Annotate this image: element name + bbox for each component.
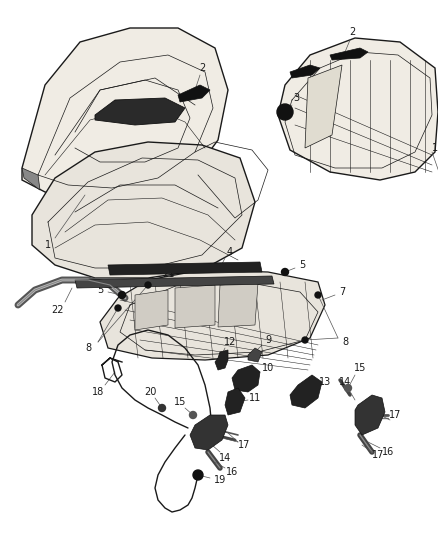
Text: 2: 2 — [349, 27, 355, 37]
Ellipse shape — [345, 384, 352, 392]
Polygon shape — [278, 38, 438, 180]
Ellipse shape — [315, 292, 321, 298]
Polygon shape — [290, 65, 320, 78]
Polygon shape — [32, 142, 255, 278]
Text: 5: 5 — [299, 260, 305, 270]
Polygon shape — [305, 65, 342, 148]
Polygon shape — [22, 28, 228, 200]
Text: 2: 2 — [199, 63, 205, 73]
Text: 11: 11 — [249, 393, 261, 403]
Text: 21: 21 — [162, 269, 174, 279]
Text: 14: 14 — [219, 453, 231, 463]
Text: 17: 17 — [238, 440, 250, 450]
Polygon shape — [75, 276, 274, 288]
Polygon shape — [100, 270, 325, 360]
Text: 1: 1 — [432, 143, 438, 153]
Text: 17: 17 — [372, 450, 384, 460]
Polygon shape — [95, 98, 185, 125]
Text: 22: 22 — [52, 305, 64, 315]
Polygon shape — [355, 395, 385, 435]
Polygon shape — [178, 85, 210, 102]
Text: 8: 8 — [85, 343, 91, 353]
Ellipse shape — [159, 405, 166, 411]
Polygon shape — [218, 283, 258, 327]
Text: 10: 10 — [262, 363, 274, 373]
Text: 18: 18 — [92, 387, 104, 397]
Polygon shape — [225, 388, 245, 415]
Text: 17: 17 — [389, 410, 401, 420]
Ellipse shape — [190, 411, 197, 418]
Polygon shape — [108, 262, 262, 275]
Text: 8: 8 — [342, 337, 348, 347]
Text: 15: 15 — [174, 397, 186, 407]
Polygon shape — [22, 168, 40, 190]
Polygon shape — [135, 290, 168, 330]
Text: 3: 3 — [293, 93, 299, 103]
Text: 13: 13 — [319, 377, 331, 387]
Polygon shape — [175, 285, 215, 328]
Text: 12: 12 — [224, 337, 236, 347]
Polygon shape — [190, 415, 228, 450]
Text: 20: 20 — [144, 387, 156, 397]
Polygon shape — [215, 350, 228, 370]
Ellipse shape — [119, 292, 126, 298]
Text: 14: 14 — [339, 377, 351, 387]
Ellipse shape — [145, 282, 151, 288]
Text: 16: 16 — [382, 447, 394, 457]
Ellipse shape — [193, 470, 203, 480]
Text: 15: 15 — [354, 363, 366, 373]
Polygon shape — [232, 365, 260, 392]
Ellipse shape — [282, 269, 289, 276]
Polygon shape — [330, 48, 368, 60]
Text: 19: 19 — [214, 475, 226, 485]
Ellipse shape — [115, 305, 121, 311]
Polygon shape — [248, 348, 262, 362]
Polygon shape — [290, 375, 322, 408]
Text: 9: 9 — [265, 335, 271, 345]
Text: 7: 7 — [339, 287, 345, 297]
Text: 5: 5 — [97, 285, 103, 295]
Ellipse shape — [302, 337, 308, 343]
Ellipse shape — [277, 104, 293, 120]
Text: 4: 4 — [227, 247, 233, 257]
Text: 16: 16 — [226, 467, 238, 477]
Text: 1: 1 — [45, 240, 51, 250]
